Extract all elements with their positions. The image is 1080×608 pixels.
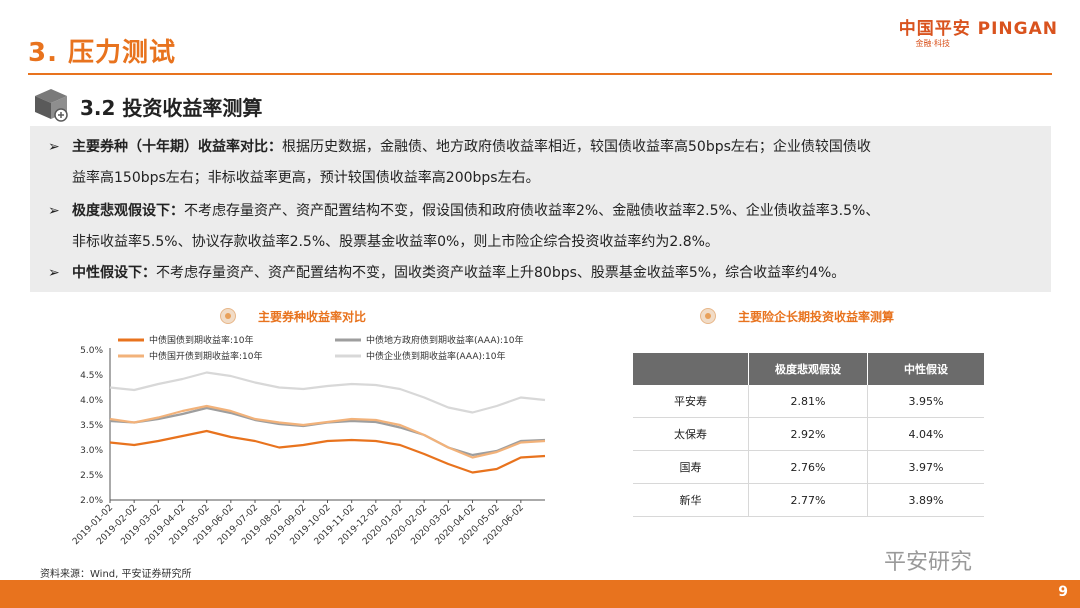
table-row: 太保寿 2.92% 4.04% [633, 417, 984, 451]
bullet-text-cont: 益率高150bps左右；非标收益率更高，预计较国债收益率高200bps左右。 [72, 170, 540, 186]
bullet-item: ➢ 主要券种（十年期）收益率对比：根据历史数据，金融债、地方政府债收益率相近，较国… [48, 132, 1038, 194]
y-tick-label: 5.0% [80, 346, 103, 356]
table-cell: 2.76% [748, 450, 868, 484]
table-cell: 4.04% [867, 417, 984, 451]
table-cell: 新华 [633, 483, 749, 517]
watermark: 平安研究 [884, 550, 973, 575]
y-tick-label: 4.0% [80, 396, 103, 406]
page-number: 9 [1058, 584, 1068, 600]
page-title: 3. 压力测试 [28, 38, 177, 68]
table-cell: 3.89% [867, 483, 984, 517]
title-divider [28, 73, 1052, 75]
right-section-title: 主要险企长期投资收益率测算 [738, 310, 895, 324]
box-icon [35, 89, 68, 122]
table-header-cell [633, 353, 749, 385]
table-cell: 2.81% [748, 385, 868, 418]
y-tick-label: 3.0% [80, 446, 103, 456]
bullet-text: 根据历史数据，金融债、地方政府债收益率相近，较国债收益率高50bps左右；企业债… [282, 139, 871, 155]
section-marker-icon [220, 308, 236, 324]
series-line [109, 429, 546, 474]
bullet-item: ➢ 中性假设下：不考虑存量资产、资产配置结构不变，固收类资产收益率上升80bps、… [48, 258, 1038, 289]
y-tick-label: 2.0% [80, 496, 103, 506]
legend-label: 中债国债到期收益率:10年 [149, 334, 254, 346]
y-tick-label: 2.5% [80, 471, 103, 481]
series-line [109, 404, 546, 459]
series-line [109, 371, 546, 414]
series-line [109, 406, 546, 457]
company-logo-subtitle: 金融·科技 [915, 39, 950, 48]
bullet-marker: ➢ [48, 139, 60, 155]
table-cell: 2.77% [748, 483, 868, 517]
bullet-text: 不考虑存量资产、资产配置结构不变，固收类资产收益率上升80bps、股票基金收益率… [156, 265, 846, 281]
left-section-title: 主要券种收益率对比 [258, 310, 367, 324]
table-cell: 平安寿 [633, 385, 749, 418]
table-cell: 太保寿 [633, 417, 749, 451]
footer-bar [0, 580, 1080, 608]
bullet-marker: ➢ [48, 203, 60, 219]
bullet-text: 不考虑存量资产、资产配置结构不变，假设国债和政府债收益率2%、金融债收益率2.5… [184, 203, 880, 219]
table-header-cell: 中性假设 [867, 353, 984, 385]
table-header-cell: 极度悲观假设 [748, 353, 868, 385]
data-source-note: 资料来源：Wind, 平安证券研究所 [40, 569, 192, 580]
bullet-lead: 中性假设下： [72, 265, 156, 281]
legend-label: 中债地方政府债到期收益率(AAA):10年 [366, 334, 523, 346]
table-cell: 3.95% [867, 385, 984, 418]
table-cell: 3.97% [867, 450, 984, 484]
yield-estimate-table: 极度悲观假设 中性假设 平安寿 2.81% 3.95% 太保寿 2.92% 4.… [633, 353, 984, 517]
legend-label: 中债企业债到期收益率(AAA):10年 [366, 350, 505, 362]
bullet-panel: ➢ 主要券种（十年期）收益率对比：根据历史数据，金融债、地方政府债收益率相近，较国… [30, 126, 1051, 292]
bullet-item: ➢ 极度悲观假设下：不考虑存量资产、资产配置结构不变，假设国债和政府债收益率2%、… [48, 196, 1038, 258]
table-header-row: 极度悲观假设 中性假设 [633, 353, 984, 385]
bullet-text-cont: 非标收益率5.5%、协议存款收益率2.5%、股票基金收益率0%，则上市险企综合投… [72, 234, 719, 250]
section-marker-icon [700, 308, 716, 324]
table-row: 新华 2.77% 3.89% [633, 483, 984, 517]
table-row: 平安寿 2.81% 3.95% [633, 385, 984, 418]
bullet-lead: 极度悲观假设下： [72, 203, 184, 219]
table-cell: 国寿 [633, 450, 749, 484]
section-subtitle: 3.2 投资收益率测算 [80, 96, 263, 120]
bullet-marker: ➢ [48, 265, 60, 281]
table-cell: 2.92% [748, 417, 868, 451]
bullet-lead: 主要券种（十年期）收益率对比： [72, 139, 282, 155]
yield-line-chart: 中债国债到期收益率:10年 中债地方政府债到期收益率(AAA):10年中债国开债到… [71, 334, 546, 547]
y-tick-label: 4.5% [80, 371, 103, 381]
y-tick-label: 3.5% [80, 421, 103, 431]
company-logo: 中国平安 PINGAN [898, 19, 1058, 39]
table-row: 国寿 2.76% 3.97% [633, 450, 984, 484]
legend-label: 中债国开债到期收益率:10年 [149, 350, 263, 362]
